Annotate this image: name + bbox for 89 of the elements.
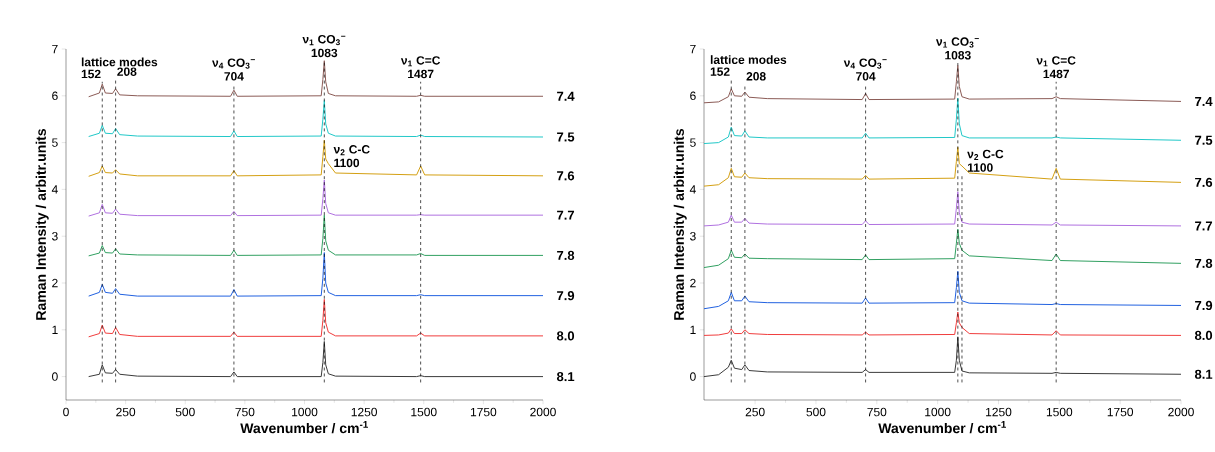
x-tick-label: 2000 [1168,407,1194,417]
line-series [703,311,1182,336]
line-series [703,191,1182,227]
x-tick-label: 250 [116,407,136,417]
annotation: 704 [224,72,244,81]
y-tick-label: 4 [689,185,696,194]
annotation: ν$_{2}$ C-C [967,149,1004,160]
y-tick-label: 6 [690,91,696,101]
series-label: 7.4 [557,91,575,101]
series-label: 7.6 [1195,177,1213,187]
series-label: 7.4 [1195,96,1213,106]
line-series [88,252,544,297]
x-tick-label: 750 [867,407,887,417]
line-series [88,341,544,378]
annotation: ν$_{1}$ C=C [400,56,441,67]
series-label: 8.0 [556,331,575,341]
x-tick-label: 1250 [351,407,377,417]
y-tick-label: 6 [52,91,58,101]
x-tick-label: 500 [175,407,195,417]
x-tick-label: 1250 [986,407,1012,417]
x-tick-label: 2000 [530,407,556,417]
text: ν$_{1}$ CO$_{3}$− [935,37,979,48]
y-tick-label: 5 [52,138,58,147]
series-label: 7.9 [557,291,575,301]
y-tick-label: 0 [690,372,696,381]
annotation: ν$_{4}$ CO$_{3}$− [212,58,255,69]
y-tick-label: 3 [52,231,58,241]
annotation: lattice modes [710,55,787,64]
line-series [703,97,1182,145]
x-tick-label: 0 [63,407,69,417]
y-axis-title: Raman Intensity / arbitr.units [673,128,687,320]
series-label: 8.1 [1194,369,1213,379]
annotation: 1100 [334,158,360,168]
y-tick-label: 5 [690,138,696,147]
x-tick-label: 1000 [292,407,318,417]
annotation: 152 [710,67,730,76]
x-tick-label: 750 [235,407,255,417]
annotation: 1083 [945,51,971,60]
y-tick-label: 4 [51,185,58,194]
y-tick-label: 3 [690,231,696,241]
annotation: 1083 [311,48,338,58]
y-tick-label: 2 [690,278,696,288]
series-label: 7.6 [557,171,575,181]
line-series [703,228,1182,269]
series-label: 7.9 [1195,300,1213,311]
x-tick-label: 1750 [1107,407,1134,417]
annotation: 208 [746,72,766,81]
line-series [88,179,544,217]
line-series [88,298,544,338]
annotation: ν$_{2}$ C-C [333,145,370,156]
y-tick-label: 1 [690,325,696,334]
annotation: 152 [81,69,101,79]
series-label: 8.0 [1194,330,1213,341]
x-axis-title: Wavenumber / cm$^{-1}$ [878,421,1006,434]
y-tick-label: 1 [52,325,58,334]
line-series [88,214,544,257]
line-series [703,336,1182,378]
x-tick-label: 1000 [925,407,951,417]
series-label: 7.8 [1195,258,1213,268]
x-tick-label: 250 [745,407,765,417]
line-series [88,139,544,177]
annotation: ν$_{4}$ CO$_{3}$− [843,58,887,69]
x-tick-label: 500 [806,407,826,417]
annotation: 1487 [408,69,434,79]
y-tick-label: 2 [52,278,58,288]
annotation: lattice modes [81,57,158,67]
text: ν$_{1}$ CO$_{3}$− [302,34,346,46]
series-label: 7.5 [1195,135,1213,145]
y-tick-label: 7 [690,44,696,54]
y-tick-label: 7 [52,44,58,54]
y-axis-title: Raman Intensity / arbitr.units [35,128,49,320]
series-label: 7.7 [557,210,575,220]
annotation: 1487 [1043,69,1069,79]
x-axis-title: Wavenumber / cm$^{-1}$ [240,421,368,434]
x-tick-label: 1500 [1046,407,1073,417]
series-label: 7.5 [557,132,575,142]
x-tick-label: 1500 [411,407,437,417]
annotation: 208 [117,67,137,76]
line-series [88,99,544,138]
x-tick-label: 1750 [470,407,497,417]
y-tick-label: 0 [52,372,58,381]
line-series [703,270,1182,310]
series-label: 8.1 [556,372,575,382]
annotation: 1100 [967,163,993,172]
series-label: 7.8 [557,250,575,260]
line-series [703,146,1182,187]
annotation: ν$_{1}$ C=C [1036,56,1076,67]
annotation: 704 [856,72,876,81]
series-label: 7.7 [1195,221,1213,231]
